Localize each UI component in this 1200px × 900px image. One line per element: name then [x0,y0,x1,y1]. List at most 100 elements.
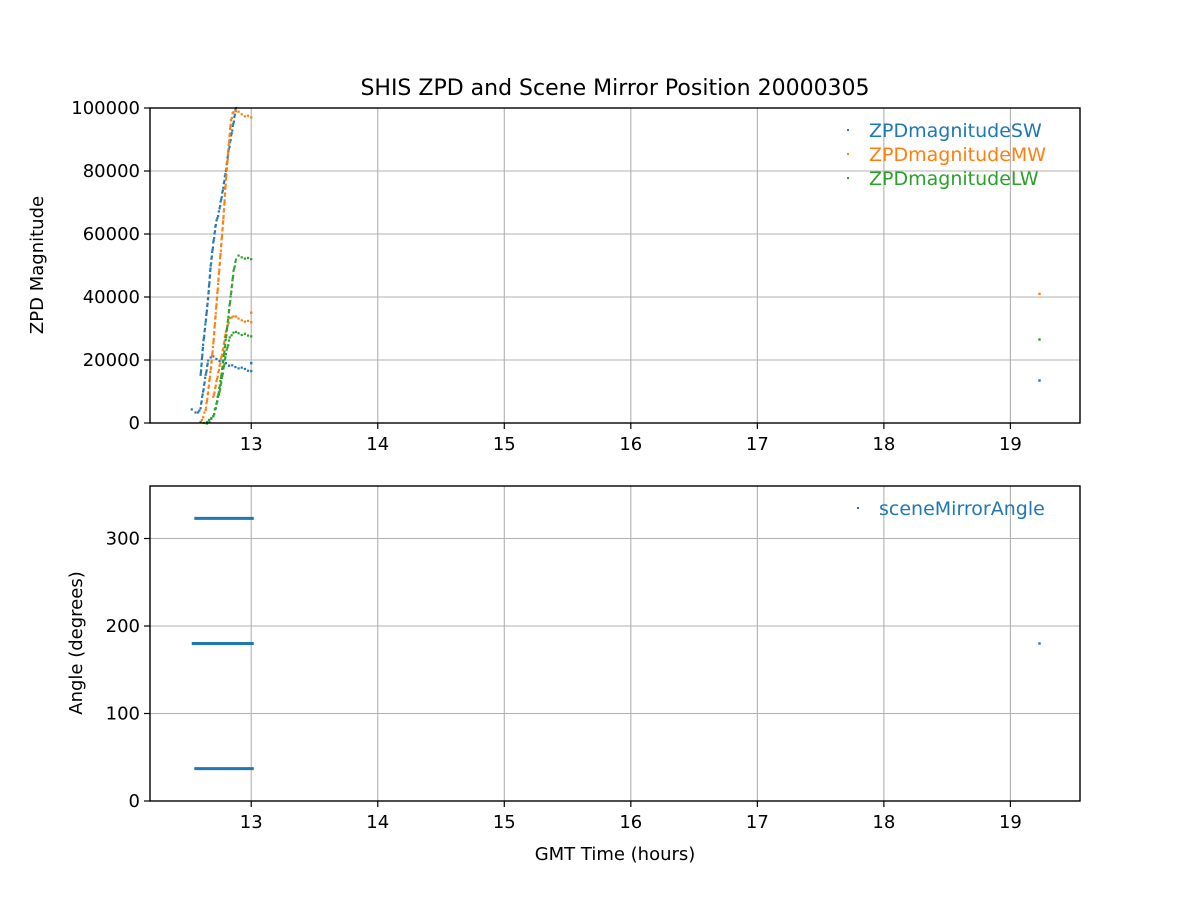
data-point [194,411,197,414]
data-point [216,287,219,290]
data-point [229,127,232,131]
data-point [220,196,223,199]
data-point [211,248,214,251]
data-point [246,319,250,323]
data-point [228,336,231,339]
data-point [216,395,220,398]
data-point [243,332,246,335]
top-y-axis-label: ZPD Magnitude [27,196,48,334]
data-point [208,377,211,380]
data-point [222,365,225,368]
data-point [222,342,225,345]
top-y-tick-label: 0 [129,413,140,434]
data-point [228,134,231,137]
data-point [219,357,222,361]
series-ZPDmagnitudeLW [199,254,1041,425]
data-point [226,318,230,321]
data-point [232,120,235,123]
data-point [215,219,218,222]
data-point [229,125,232,128]
data-point [219,388,222,391]
data-point [212,337,215,341]
data-point [207,290,210,293]
data-point [223,203,226,206]
data-point [206,304,209,308]
chart-title: SHIS ZPD and Scene Mirror Position 20000… [360,76,869,101]
data-point [207,391,210,394]
data-point [240,113,243,116]
data-point [228,302,231,305]
data-point [230,334,233,337]
data-point [225,329,228,332]
data-point [213,324,216,327]
data-point [226,158,229,161]
data-point [199,407,202,410]
data-point [227,143,230,146]
bottom-legend: sceneMirrorAngle [857,498,1045,520]
data-point [221,227,224,230]
data-point [214,315,217,318]
data-point [226,162,229,165]
data-point [234,258,238,261]
data-point [208,379,211,383]
data-point [206,362,209,365]
top-ticks: 13 14 15 16 17 18 19 0 20000 40000 60000 80000 10000… [71,98,1022,455]
data-point [219,383,222,386]
data-point [225,174,228,177]
data-point [226,346,229,349]
bottom-x-tick-label: 19 [999,812,1022,833]
data-point [231,129,234,132]
data-point [211,345,215,348]
data-point [231,364,234,367]
data-point [229,295,232,298]
data-point [230,316,233,319]
data-point [246,334,250,337]
top-y-tick-label: 20000 [83,350,140,371]
data-point [227,364,231,367]
data-point [224,336,228,339]
data-point [224,187,227,190]
data-point [231,124,234,127]
data-point [218,364,221,367]
data-point [214,317,217,320]
data-point [232,269,235,272]
data-point [223,199,226,202]
data-point [203,381,206,384]
data-point [222,217,225,220]
data-point [210,417,213,420]
data-point [227,150,230,153]
data-point [218,261,221,264]
data-point [223,175,227,178]
data-point [226,320,229,323]
data-point [230,116,233,120]
data-point [210,361,213,364]
top-y-tick-label: 100000 [71,98,140,119]
data-point [220,242,223,246]
bottom-x-tick-label: 18 [872,812,895,833]
data-point [204,320,207,323]
data-point [218,268,221,271]
data-point [222,215,225,218]
data-point [217,272,220,276]
data-point [224,343,227,346]
data-point [234,315,238,318]
data-point [209,262,213,265]
top-x-tick-label: 19 [999,434,1022,455]
data-point [214,307,218,310]
data-point [227,141,231,144]
data-point [1038,642,1041,645]
data-point [220,381,223,384]
data-point [208,281,211,284]
data-point [216,289,219,292]
data-point [204,373,207,376]
legend-label: sceneMirrorAngle [879,498,1045,520]
data-point [200,362,203,365]
data-point [221,353,224,356]
data-point [203,330,206,333]
data-point [213,412,216,416]
data-point [223,192,227,195]
data-point [219,379,222,383]
data-point [227,311,230,314]
data-point [210,354,214,357]
data-point [237,110,240,113]
